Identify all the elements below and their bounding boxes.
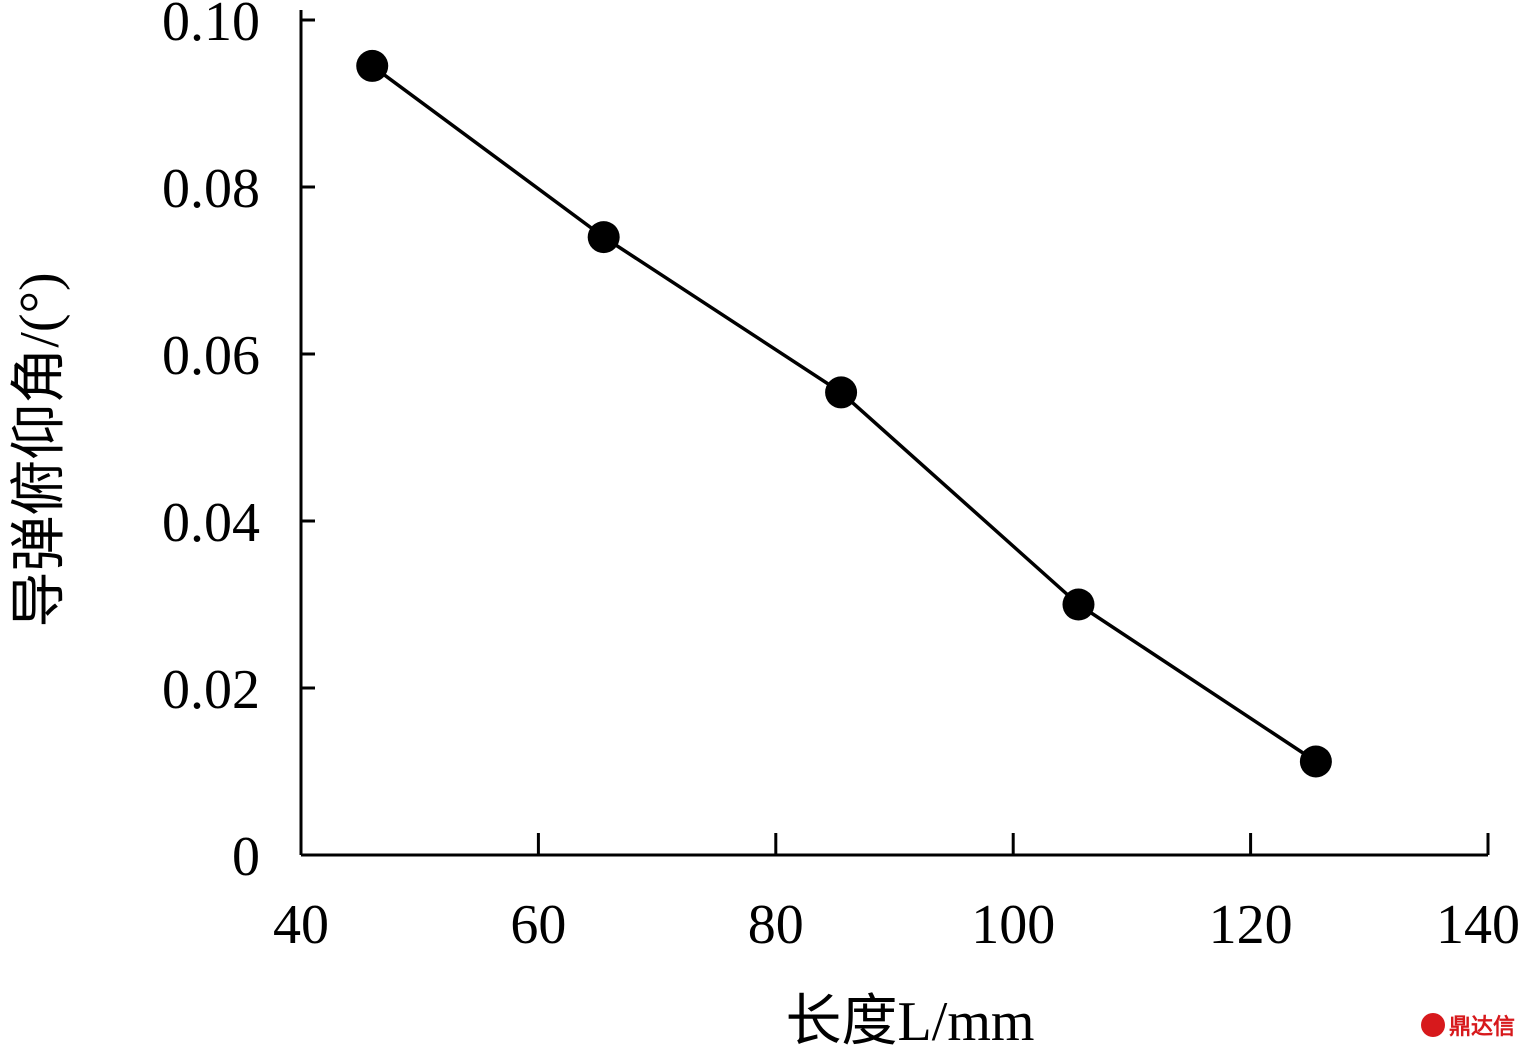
y-tick-label: 0.02 [162, 659, 260, 721]
series-line [371, 64, 1317, 763]
x-axis-title: 长度L/mm [786, 991, 1035, 1049]
data-point [356, 49, 389, 82]
x-tick-label: 140 [1436, 894, 1520, 956]
series-points [356, 49, 1332, 778]
x-tick-label: 120 [1209, 894, 1293, 956]
data-point [587, 221, 620, 254]
x-tick-label: 40 [273, 894, 329, 956]
series-lines [371, 64, 1317, 763]
x-ticks: 40 60 80 100 120 140 [273, 833, 1520, 956]
y-tick-label: 0.10 [162, 0, 260, 53]
data-point [825, 376, 858, 409]
logo-icon [1420, 1013, 1445, 1037]
y-tick-label: 0.08 [162, 158, 260, 220]
y-axis-title: 导弹俯仰角/(°) [9, 272, 71, 627]
axes [299, 10, 1488, 857]
y-tick-label: 0 [232, 826, 260, 888]
data-point [1062, 588, 1095, 621]
y-tick-label: 0.06 [162, 325, 260, 387]
y-tick-label: 0.04 [162, 492, 260, 554]
watermark: 鼎达信 [1420, 1009, 1515, 1041]
watermark-text: 鼎达信 [1448, 1015, 1515, 1040]
x-tick-label: 100 [971, 894, 1055, 956]
x-tick-label: 60 [510, 894, 566, 956]
data-point [1299, 745, 1332, 778]
x-tick-label: 80 [748, 894, 804, 956]
y-ticks: 0 0.02 0.04 0.06 0.08 0.10 [162, 0, 315, 888]
